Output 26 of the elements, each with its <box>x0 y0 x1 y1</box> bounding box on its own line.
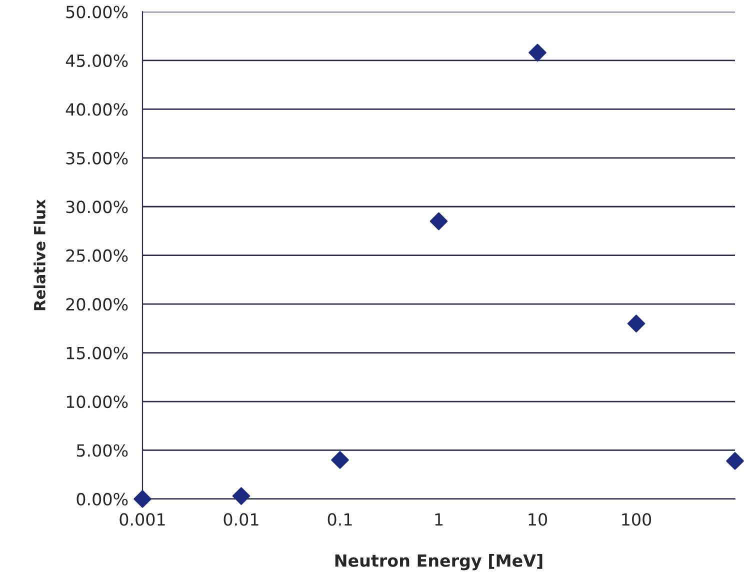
x-axis-title: Neutron Energy [MeV] <box>335 554 542 570</box>
y-tick-label: 25.00% <box>66 249 128 262</box>
x-tick-label: 1 <box>435 513 443 526</box>
point <box>528 44 546 62</box>
y-tick-label: 45.00% <box>66 54 128 68</box>
x-tick-label: 0.1 <box>328 513 352 526</box>
point <box>134 490 152 508</box>
y-tick-label: 50.00% <box>66 6 128 18</box>
y-tick-label: 0.00% <box>76 492 128 506</box>
x-tick-label: 0.01 <box>224 513 258 526</box>
point <box>726 452 744 470</box>
y-tick-label: 15.00% <box>66 346 128 360</box>
y-tick-label: 5.00% <box>76 444 128 457</box>
x-tick-label: 0.001 <box>120 513 165 526</box>
x-tick-label: 10 <box>528 513 547 526</box>
point <box>331 451 349 469</box>
y-axis-title: Relative Flux <box>34 199 46 310</box>
y-tick-label: 30.00% <box>66 200 128 214</box>
y-tick-label: 20.00% <box>66 298 128 311</box>
x-tick-label: 100 <box>622 513 652 526</box>
point <box>627 314 646 332</box>
y-tick-label: 10.00% <box>66 395 128 408</box>
y-tick-label: 35.00% <box>66 152 128 164</box>
y-tick-label: 40.00% <box>66 103 128 116</box>
point <box>232 487 250 505</box>
point <box>430 212 448 230</box>
